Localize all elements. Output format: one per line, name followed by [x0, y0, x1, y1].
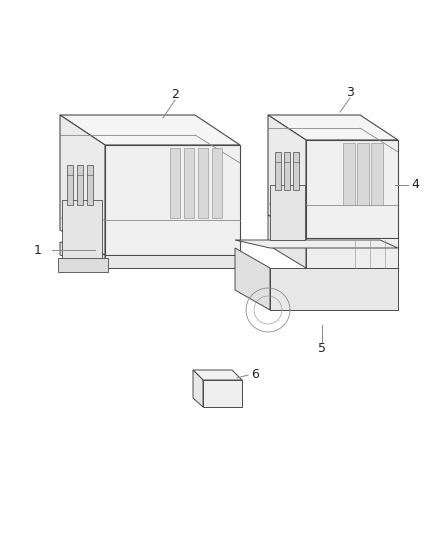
Polygon shape [284, 152, 290, 190]
Text: 4: 4 [411, 179, 419, 191]
Polygon shape [357, 143, 369, 205]
Polygon shape [62, 200, 102, 260]
Polygon shape [67, 165, 73, 205]
Polygon shape [198, 148, 208, 218]
Polygon shape [184, 148, 194, 218]
Polygon shape [193, 370, 242, 380]
Polygon shape [60, 242, 105, 268]
Polygon shape [268, 115, 398, 140]
Polygon shape [268, 115, 306, 238]
Polygon shape [87, 165, 93, 205]
Text: 3: 3 [346, 86, 354, 100]
Polygon shape [193, 370, 203, 407]
Text: 6: 6 [251, 368, 259, 382]
Polygon shape [105, 255, 240, 268]
Polygon shape [293, 152, 299, 190]
Polygon shape [275, 152, 281, 190]
Polygon shape [203, 380, 242, 407]
Polygon shape [58, 258, 108, 272]
Text: 2: 2 [171, 88, 179, 101]
Polygon shape [270, 268, 398, 310]
Polygon shape [371, 143, 383, 205]
Text: 5: 5 [318, 342, 326, 354]
Polygon shape [170, 148, 180, 218]
Polygon shape [60, 115, 240, 145]
Polygon shape [343, 143, 355, 205]
Polygon shape [77, 165, 83, 205]
Polygon shape [270, 185, 305, 240]
Polygon shape [60, 115, 105, 255]
Text: 1: 1 [34, 244, 42, 256]
Polygon shape [268, 215, 306, 268]
Polygon shape [306, 238, 398, 268]
Polygon shape [306, 140, 398, 238]
Polygon shape [235, 240, 398, 248]
Polygon shape [212, 148, 222, 218]
Polygon shape [235, 248, 270, 310]
Polygon shape [105, 145, 240, 255]
